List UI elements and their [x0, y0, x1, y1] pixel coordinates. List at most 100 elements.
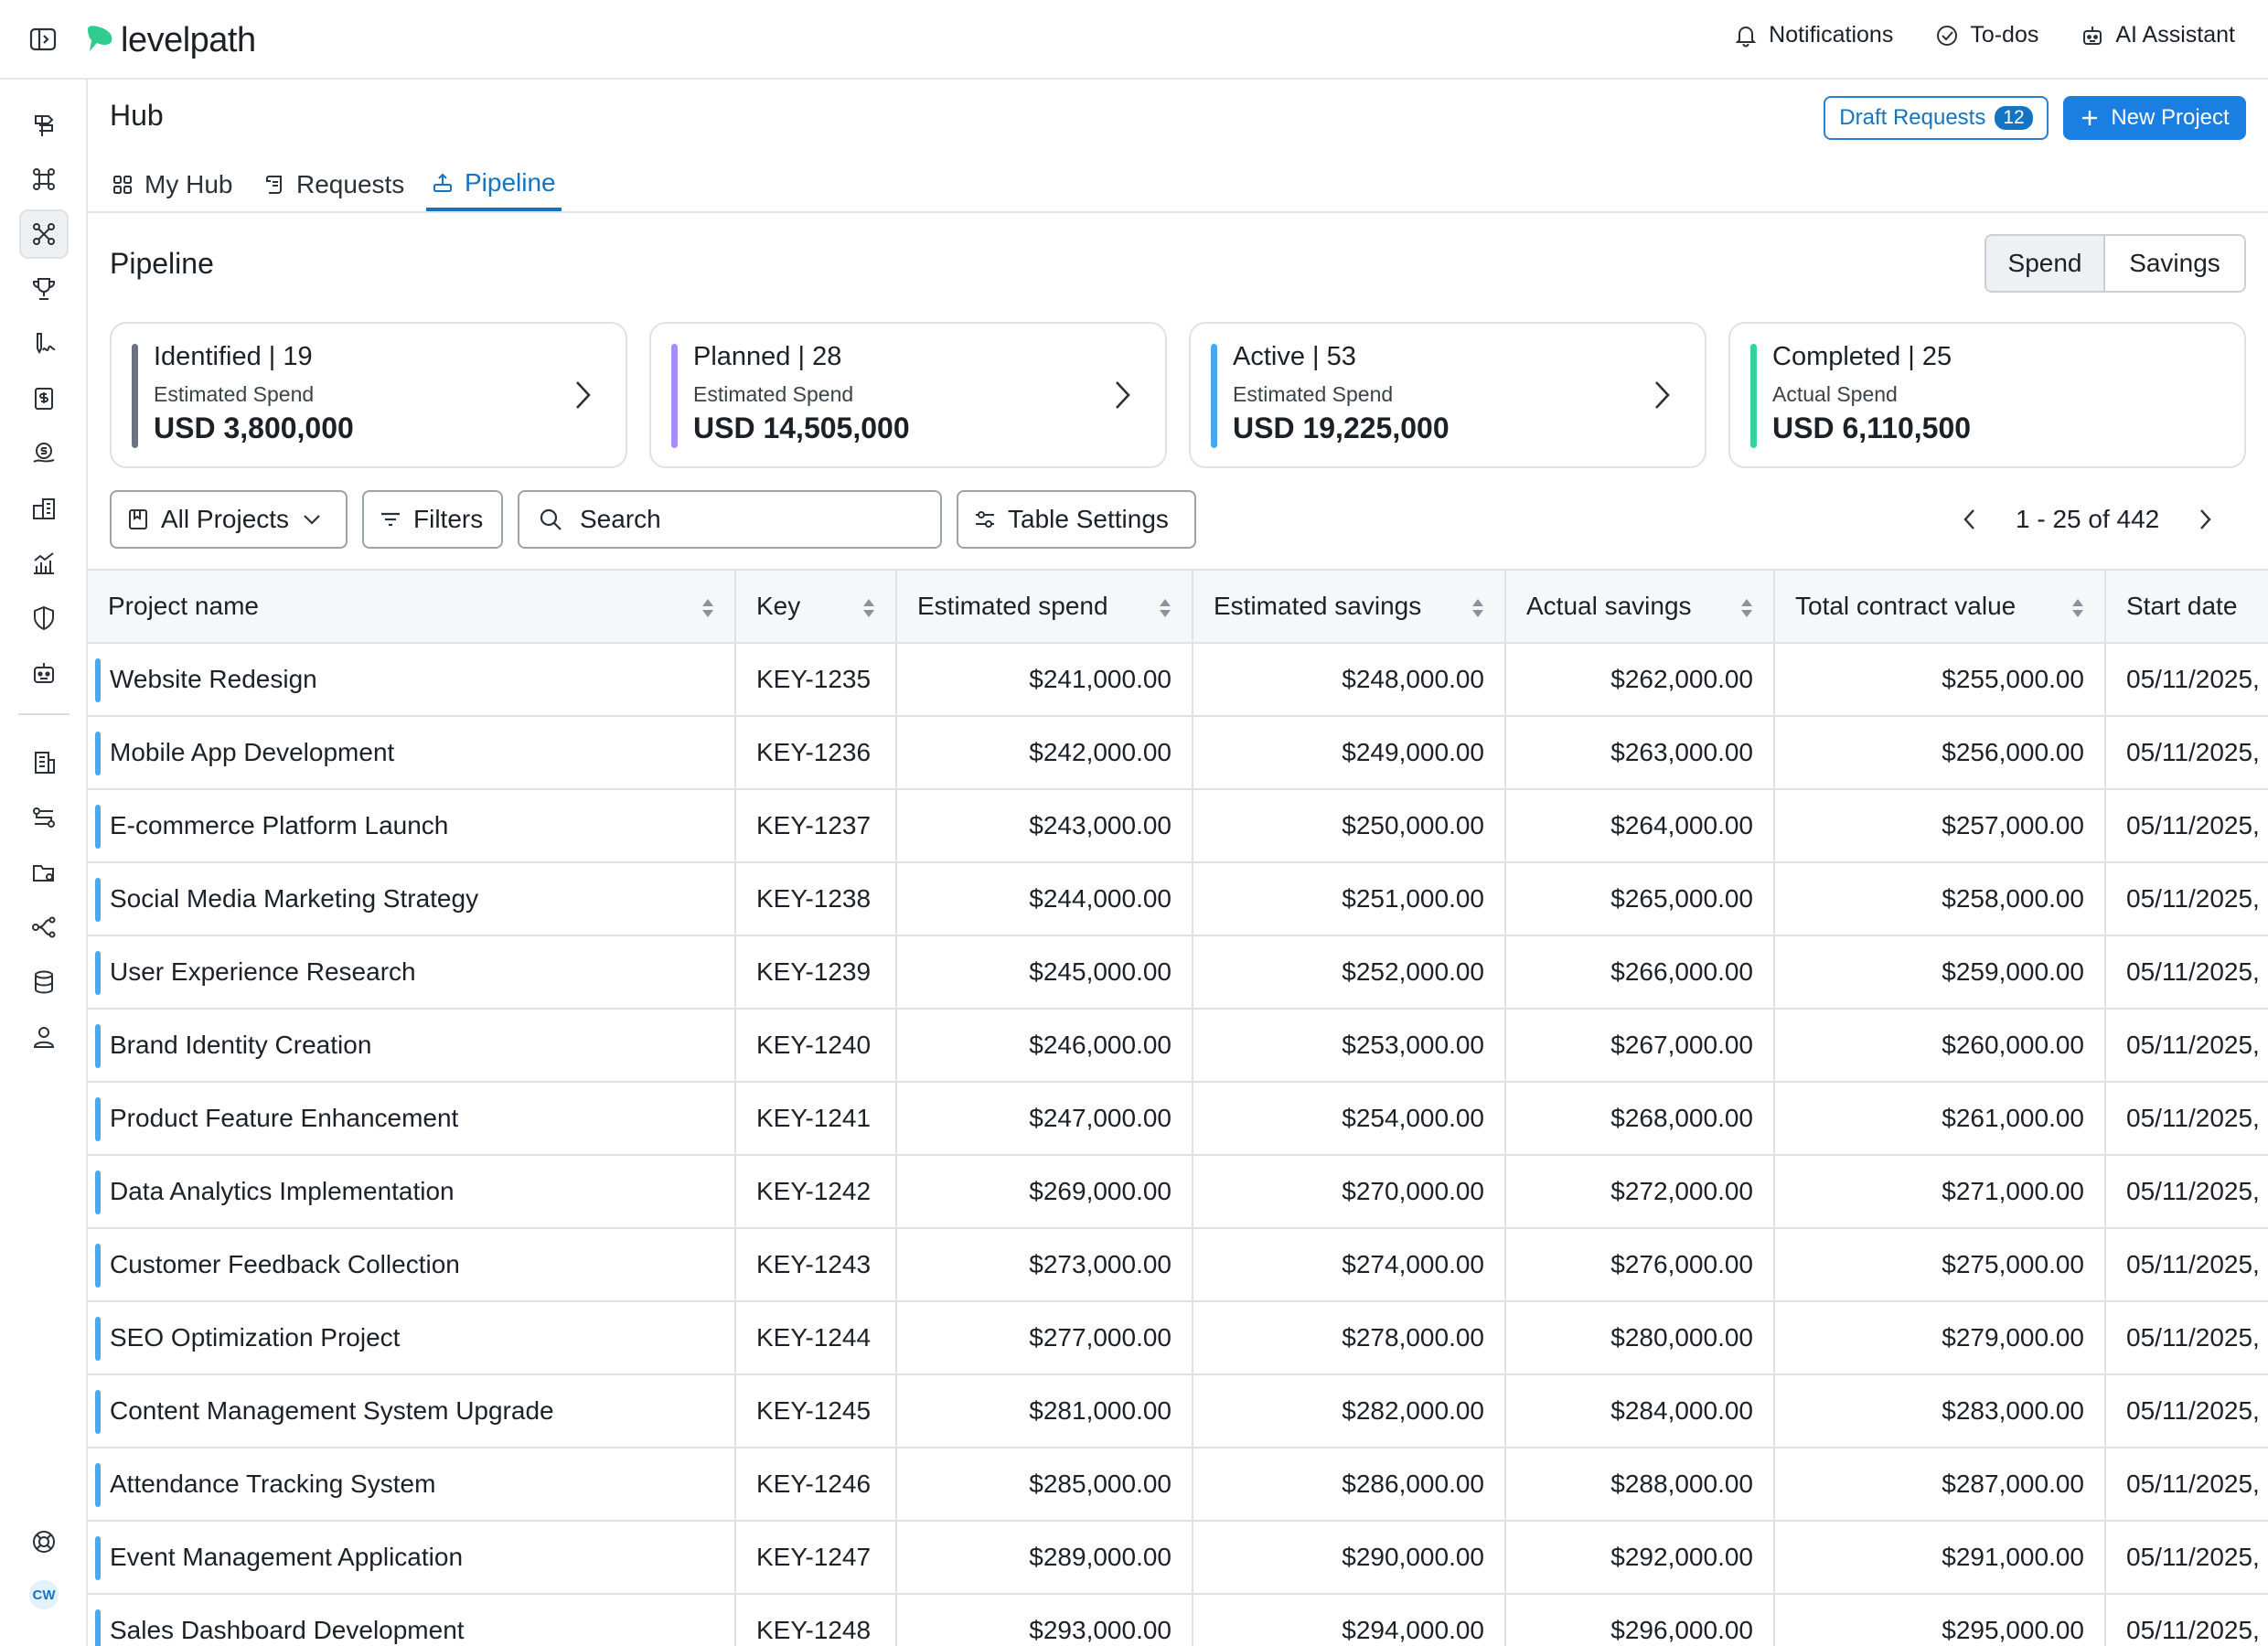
draft-requests-button[interactable]: Draft Requests 12	[1824, 96, 2049, 140]
project-name-cell[interactable]: User Experience Research	[88, 935, 736, 1010]
nav-folder-settings[interactable]	[19, 848, 69, 897]
nav-trophy[interactable]	[19, 264, 69, 314]
project-name-cell[interactable]: E-commerce Platform Launch	[88, 789, 736, 863]
project-name[interactable]: Attendance Tracking System	[110, 1470, 436, 1498]
nav-share[interactable]	[19, 903, 69, 952]
table-row[interactable]: Content Management System Upgrade KEY-124…	[88, 1374, 2268, 1448]
table-row[interactable]: Attendance Tracking System KEY-1246 $285,0…	[88, 1448, 2268, 1522]
sort-icon[interactable]	[1159, 598, 1171, 618]
nav-analytics[interactable]	[19, 539, 69, 588]
column-estimated-savings-header[interactable]: Estimated savings	[1193, 569, 1506, 644]
user-avatar[interactable]: CW	[29, 1580, 59, 1609]
search-field[interactable]	[518, 490, 942, 549]
ai-assistant-button[interactable]: AI Assistant	[2081, 22, 2235, 48]
column-header-label: Estimated savings	[1214, 592, 1422, 620]
project-name[interactable]: User Experience Research	[110, 957, 416, 986]
stage-card-planned[interactable]: Planned | 28 Estimated Spend USD 14,505,…	[649, 322, 1167, 468]
tab-pipeline[interactable]: Pipeline	[426, 157, 562, 211]
project-name[interactable]: Customer Feedback Collection	[110, 1250, 460, 1278]
search-input[interactable]	[580, 505, 909, 534]
previous-page-button[interactable]	[1950, 499, 1990, 540]
project-name-cell[interactable]: Data Analytics Implementation	[88, 1155, 736, 1229]
project-name[interactable]: Data Analytics Implementation	[110, 1177, 455, 1205]
next-page-button[interactable]	[2185, 499, 2225, 540]
nav-spend[interactable]	[19, 429, 69, 478]
project-name-cell[interactable]: SEO Optimization Project	[88, 1301, 736, 1375]
todos-button[interactable]: To-dos	[1935, 22, 2038, 48]
project-name-cell[interactable]: Brand Identity Creation	[88, 1009, 736, 1083]
table-row[interactable]: User Experience Research KEY-1239 $245,000…	[88, 935, 2268, 1010]
sort-icon[interactable]	[1740, 598, 1753, 618]
column-actual-savings-header[interactable]: Actual savings	[1505, 569, 1775, 644]
table-row[interactable]: E-commerce Platform Launch KEY-1237 $243,0…	[88, 789, 2268, 863]
column-key-header[interactable]: Key	[735, 569, 897, 644]
nav-invoices[interactable]	[19, 374, 69, 423]
table-settings-button[interactable]: Table Settings	[957, 490, 1196, 549]
start-date-cell: 05/11/2025,	[2105, 1228, 2268, 1302]
project-name[interactable]: Content Management System Upgrade	[110, 1396, 554, 1425]
table-row[interactable]: Data Analytics Implementation KEY-1242 $26…	[88, 1155, 2268, 1229]
sort-icon[interactable]	[1471, 598, 1484, 618]
nav-suppliers[interactable]	[19, 484, 69, 533]
project-name[interactable]: Product Feature Enhancement	[110, 1104, 459, 1132]
table-row[interactable]: Sales Dashboard Development KEY-1248 $293,…	[88, 1594, 2268, 1646]
sort-icon[interactable]	[2071, 598, 2084, 618]
project-name-cell[interactable]: Attendance Tracking System	[88, 1448, 736, 1522]
table-row[interactable]: Brand Identity Creation KEY-1240 $246,000.…	[88, 1009, 2268, 1083]
column-total-contract-value-header[interactable]: Total contract value	[1774, 569, 2106, 644]
nav-bot[interactable]	[19, 648, 69, 698]
nav-pipeline-hub[interactable]	[19, 209, 69, 259]
levelpath-logo[interactable]: levelpath	[84, 18, 256, 62]
stage-card-identified[interactable]: Identified | 19 Estimated Spend USD 3,80…	[110, 322, 627, 468]
column-estimated-spend-header[interactable]: Estimated spend	[896, 569, 1193, 644]
project-name[interactable]: Social Media Marketing Strategy	[110, 884, 479, 913]
project-name[interactable]: Website Redesign	[110, 665, 317, 693]
project-name[interactable]: Sales Dashboard Development	[110, 1616, 465, 1644]
project-name[interactable]: SEO Optimization Project	[110, 1323, 401, 1352]
all-projects-dropdown[interactable]: All Projects	[110, 490, 348, 549]
nav-database[interactable]	[19, 957, 69, 1007]
project-name[interactable]: E-commerce Platform Launch	[110, 811, 449, 839]
table-row[interactable]: Website Redesign KEY-1235 $241,000.00 $248,…	[88, 643, 2268, 717]
nav-workflows[interactable]	[19, 793, 69, 842]
toggle-spend[interactable]: Spend	[1986, 236, 2105, 291]
new-project-button[interactable]: New Project	[2063, 96, 2246, 140]
nav-help[interactable]	[19, 1517, 69, 1566]
nav-profile[interactable]	[19, 1012, 69, 1062]
table-row[interactable]: SEO Optimization Project KEY-1244 $277,000…	[88, 1301, 2268, 1375]
tab-requests[interactable]: Requests	[258, 157, 410, 211]
table-row[interactable]: Customer Feedback Collection KEY-1243 $273…	[88, 1228, 2268, 1302]
nav-risk[interactable]	[19, 593, 69, 643]
table-row[interactable]: Event Management Application KEY-1247 $289…	[88, 1521, 2268, 1595]
project-name-cell[interactable]: Content Management System Upgrade	[88, 1374, 736, 1448]
stage-card-completed[interactable]: Completed | 25 Actual Spend USD 6,110,50…	[1728, 322, 2246, 468]
sort-icon[interactable]	[862, 598, 875, 618]
nav-office[interactable]	[19, 738, 69, 787]
nav-signpost[interactable]	[19, 100, 69, 149]
table-row[interactable]: Product Feature Enhancement KEY-1241 $247,…	[88, 1082, 2268, 1156]
sidebar-toggle-icon[interactable]	[29, 27, 57, 51]
project-name-cell[interactable]: Sales Dashboard Development	[88, 1594, 736, 1646]
sort-icon[interactable]	[701, 598, 714, 618]
project-name[interactable]: Mobile App Development	[110, 738, 395, 766]
estimated-savings-cell: $251,000.00	[1193, 862, 1506, 936]
project-name-cell[interactable]: Social Media Marketing Strategy	[88, 862, 736, 936]
project-name[interactable]: Brand Identity Creation	[110, 1031, 372, 1059]
toggle-savings[interactable]: Savings	[2105, 236, 2244, 291]
column-start-date-header[interactable]: Start date	[2105, 569, 2268, 644]
notifications-button[interactable]: Notifications	[1734, 22, 1893, 48]
project-name-cell[interactable]: Product Feature Enhancement	[88, 1082, 736, 1156]
project-name-cell[interactable]: Event Management Application	[88, 1521, 736, 1595]
nav-hub[interactable]	[19, 155, 69, 204]
table-row[interactable]: Social Media Marketing Strategy KEY-1238 $…	[88, 862, 2268, 936]
project-name-cell[interactable]: Customer Feedback Collection	[88, 1228, 736, 1302]
project-name-cell[interactable]: Website Redesign	[88, 643, 736, 717]
column-project-name-header[interactable]: Project name	[88, 569, 736, 644]
table-row[interactable]: Mobile App Development KEY-1236 $242,000.0…	[88, 716, 2268, 790]
stage-card-active[interactable]: Active | 53 Estimated Spend USD 19,225,0…	[1189, 322, 1706, 468]
filters-button[interactable]: Filters	[362, 490, 503, 549]
project-name-cell[interactable]: Mobile App Development	[88, 716, 736, 790]
project-name[interactable]: Event Management Application	[110, 1543, 464, 1571]
nav-contracts[interactable]	[19, 319, 69, 369]
tab-my-hub[interactable]: My Hub	[106, 157, 238, 211]
